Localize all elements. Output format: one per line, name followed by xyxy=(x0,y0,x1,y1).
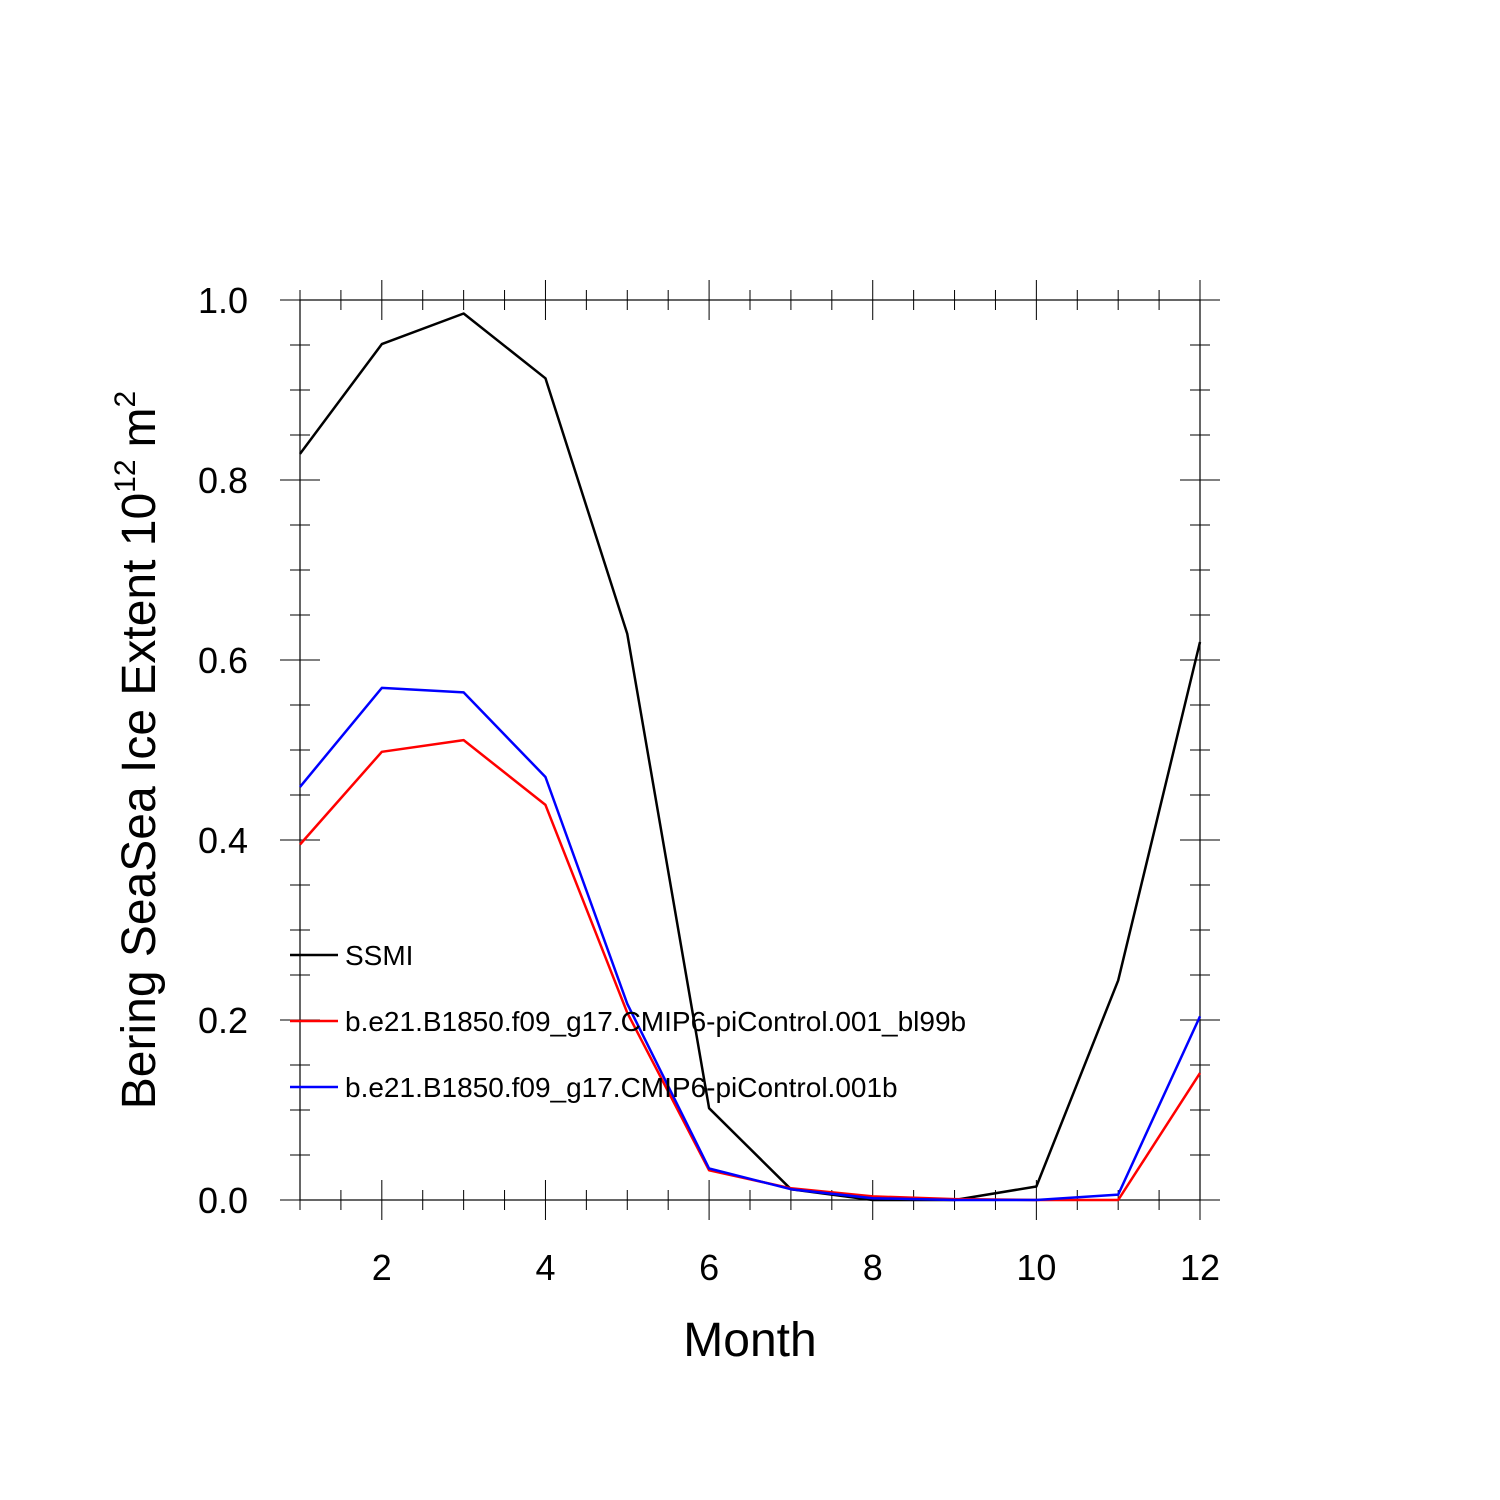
x-tick-label: 10 xyxy=(1016,1247,1056,1288)
y-tick-label: 0.2 xyxy=(198,1000,248,1041)
y-axis-title-unit: m xyxy=(113,407,166,447)
x-tick-label: 2 xyxy=(372,1247,392,1288)
legend-label: b.e21.B1850.f09_g17.CMIP6-piControl.001b xyxy=(345,1072,898,1103)
y-tick-label: 0.0 xyxy=(198,1180,248,1221)
y-axis-title: Bering SeaSea Ice Extent 1012 m2 xyxy=(109,391,166,1109)
y-tick-label: 0.6 xyxy=(198,640,248,681)
series-line-2 xyxy=(299,738,1202,1202)
x-tick-labels: 2 4 6 8 10 12 xyxy=(372,1247,1220,1288)
legend-label: b.e21.B1850.f09_g17.CMIP6-piControl.001_… xyxy=(345,1006,966,1037)
axis-ticks xyxy=(280,280,1220,1220)
x-tick-label: 6 xyxy=(699,1247,719,1288)
y-axis-title-exponent: 12 xyxy=(109,459,142,492)
series-line-3 xyxy=(299,686,1202,1202)
series-lines xyxy=(298,312,1202,1202)
y-axis-title-unit-exponent: 2 xyxy=(109,391,142,408)
y-tick-labels: 0.0 0.2 0.4 0.6 0.8 1.0 xyxy=(198,280,248,1221)
x-tick-label: 8 xyxy=(863,1247,883,1288)
y-tick-label: 0.4 xyxy=(198,820,248,861)
y-axis-title-main: Bering SeaSea Ice Extent 10 xyxy=(113,493,166,1109)
series-line-1 xyxy=(298,312,1202,1202)
y-tick-label: 0.8 xyxy=(198,460,248,501)
legend-label: SSMI xyxy=(345,940,413,971)
legend: SSMI b.e21.B1850.f09_g17.CMIP6-piControl.… xyxy=(290,940,966,1103)
x-tick-label: 12 xyxy=(1180,1247,1220,1288)
y-tick-label: 1.0 xyxy=(198,280,248,321)
plot-frame xyxy=(299,299,1201,1201)
x-tick-label: 4 xyxy=(535,1247,555,1288)
plot-border xyxy=(299,299,1201,1201)
x-axis-title: Month xyxy=(683,1314,816,1367)
